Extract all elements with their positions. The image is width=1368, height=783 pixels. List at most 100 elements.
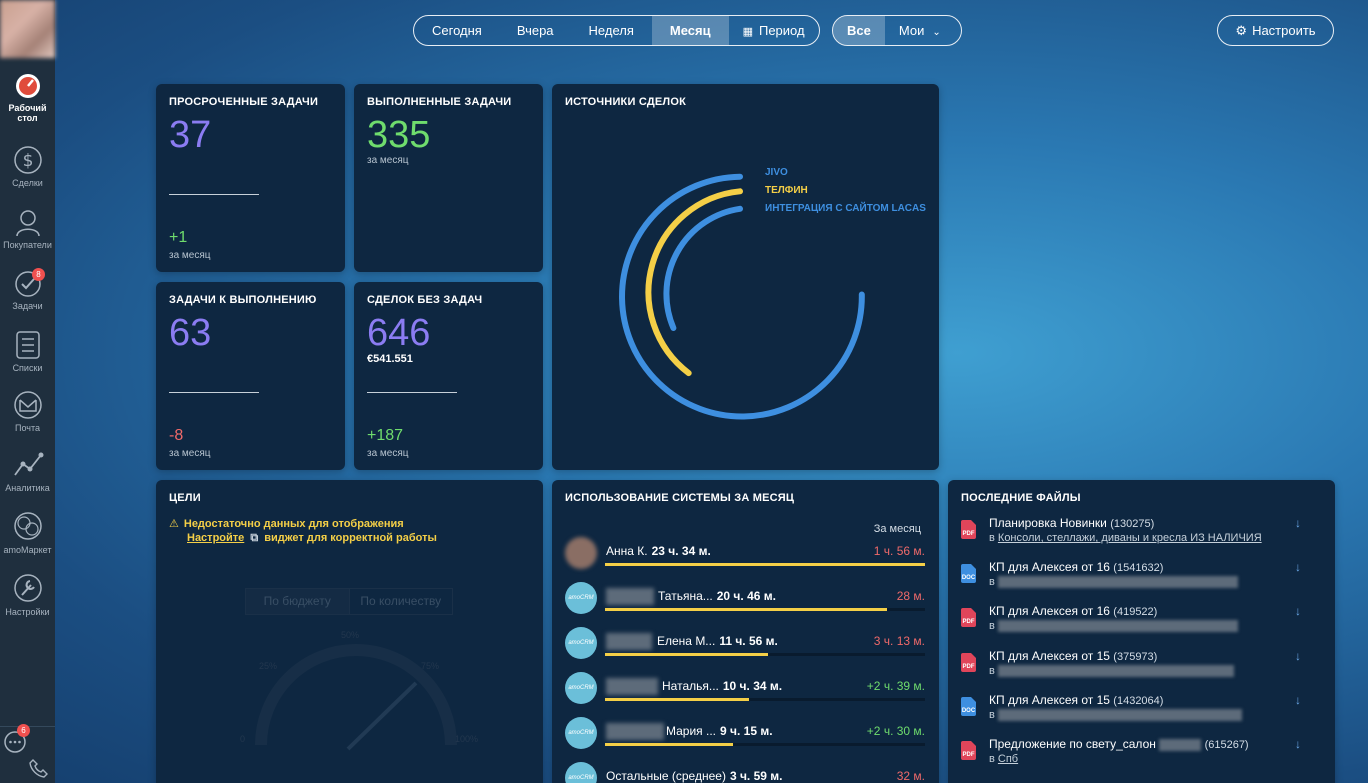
file-number: (1541632) (1113, 562, 1164, 574)
file-name[interactable]: КП для Алексея от 15 (375973) (989, 649, 1157, 663)
file-row[interactable]: PDF КП для Алексея от 15 (375973) в ↓ (961, 649, 1321, 689)
file-name[interactable]: Предложение по свету_салон (615267) (989, 737, 1249, 751)
user-diff: +2 ч. 30 м. (866, 724, 925, 738)
download-icon[interactable]: ↓ (1295, 649, 1301, 663)
user-diff: 32 м. (896, 769, 925, 783)
file-number: (615267) (1204, 739, 1249, 751)
period-week[interactable]: Неделя (588, 23, 634, 38)
location-link[interactable]: Консоли, стеллажи, диваны и кресла ИЗ НА… (997, 532, 1262, 544)
filter-mine[interactable]: Мои ⌄ (885, 16, 951, 45)
filter-all[interactable]: Все (833, 16, 885, 45)
user-avatar: amoCRM (565, 672, 597, 704)
chat-badge: 6 (17, 724, 30, 737)
in-label: в (989, 576, 995, 588)
todo-tasks-card[interactable]: ЗАДАЧИ К ВЫПОЛНЕНИЮ 63 -8 за месяц (156, 282, 345, 470)
todo-value: 63 (169, 312, 212, 354)
source-arc-jivo (619, 173, 865, 420)
sidebar-item-label: Настройки (5, 607, 50, 617)
completed-tasks-card[interactable]: ВЫПОЛНЕННЫЕ ЗАДАЧИ 335 за месяц (354, 84, 543, 272)
sidebar-item-dashboard[interactable]: Рабочий стол (0, 72, 55, 123)
file-row[interactable]: DOC КП для Алексея от 15 (1432064) в ↓ (961, 693, 1321, 733)
file-row[interactable]: PDF Предложение по свету_салон (615267) … (961, 737, 1321, 777)
divider (367, 392, 457, 393)
user-name: Остальные (среднее) 3 ч. 59 м. (606, 769, 782, 783)
dashboard-icon (15, 74, 40, 98)
card-title: ПОСЛЕДНИЕ ФАЙЛЫ (961, 492, 1081, 504)
deal-sources-card[interactable]: ИСТОЧНИКИ СДЕЛОК JIVO ТЕЛФИН ИНТЕГРАЦИЯ … (552, 84, 939, 470)
card-title: ИСТОЧНИКИ СДЕЛОК (565, 96, 686, 108)
file-name[interactable]: КП для Алексея от 16 (1541632) (989, 560, 1163, 574)
period-custom[interactable]: ▦ Период (729, 16, 819, 45)
user-time: 9 ч. 15 м. (720, 724, 773, 738)
file-name-text: КП для Алексея от 15 (989, 649, 1110, 663)
sidebar-item-customers[interactable]: Покупатели (0, 207, 55, 250)
in-label: в (989, 665, 995, 677)
tab-by-budget[interactable]: По бюджету (246, 589, 350, 614)
sidebar-item-deals[interactable]: $ Сделки (0, 145, 55, 188)
system-usage-card[interactable]: ИСПОЛЬЗОВАНИЕ СИСТЕМЫ ЗА МЕСЯЦ За месяц … (552, 480, 939, 783)
file-number: (130275) (1110, 518, 1155, 530)
divider (169, 194, 259, 195)
redacted-location (997, 709, 1242, 722)
file-number: (1432064) (1113, 695, 1164, 707)
sidebar-item-lists[interactable]: Списки (0, 330, 55, 373)
period-yesterday[interactable]: Вчера (516, 23, 554, 38)
period-today[interactable]: Сегодня (432, 23, 482, 38)
in-label: в (989, 620, 995, 632)
overdue-tasks-card[interactable]: ПРОСРОЧЕННЫЕ ЗАДАЧИ 37 +1 за месяц (156, 84, 345, 272)
redacted-name (1159, 738, 1202, 751)
file-name[interactable]: КП для Алексея от 16 (419522) (989, 604, 1157, 618)
usage-row[interactable]: amoCRM Елена М... 11 ч. 56 м. 3 ч. 13 м. (565, 627, 925, 667)
download-icon[interactable]: ↓ (1295, 516, 1301, 530)
user-avatar: amoCRM (565, 582, 597, 614)
goals-card[interactable]: ЦЕЛИ ⚠ Недостаточно данных для отображени… (156, 480, 543, 783)
period-month[interactable]: Месяц (651, 16, 729, 45)
sidebar: Рабочий стол $ Сделки Покупатели Задачи … (0, 0, 55, 783)
location-link[interactable]: Спб (997, 753, 1019, 765)
sources-radial-chart (619, 173, 865, 420)
file-name[interactable]: Планировка Новинки (130275) (989, 516, 1154, 530)
recent-files-card[interactable]: ПОСЛЕДНИЕ ФАЙЛЫ PDF Планировка Новинки (… (948, 480, 1335, 783)
pdf-file-icon: PDF (961, 608, 976, 627)
sidebar-item-tasks[interactable]: Задачи 8 (0, 268, 55, 311)
customize-button[interactable]: ⚙ Настроить (1217, 15, 1334, 46)
gauge-label-100: 100% (455, 734, 479, 744)
deals-without-tasks-card[interactable]: СДЕЛОК БЕЗ ЗАДАЧ 646 €541.551 +187 за ме… (354, 282, 543, 470)
usage-row[interactable]: amoCRM Мария ... 9 ч. 15 м. +2 ч. 30 м. (565, 717, 925, 757)
usage-row[interactable]: amoCRM Остальные (среднее) 3 ч. 59 м. 32 … (565, 762, 925, 783)
card-title: ИСПОЛЬЗОВАНИЕ СИСТЕМЫ ЗА МЕСЯЦ (565, 492, 795, 504)
owner-filter: Все Мои ⌄ (832, 15, 962, 46)
chevron-down-icon: ⌄ (932, 27, 941, 38)
pdf-file-icon: PDF (961, 653, 976, 672)
user-diff: 1 ч. 56 м. (873, 544, 925, 558)
usage-row[interactable]: amoCRM Наталья... 10 ч. 34 м. +2 ч. 39 м. (565, 672, 925, 712)
file-name[interactable]: КП для Алексея от 15 (1432064) (989, 693, 1163, 707)
tab-by-count[interactable]: По количеству (360, 594, 442, 608)
download-icon[interactable]: ↓ (1295, 693, 1301, 707)
gauge-label-25: 25% (259, 661, 278, 671)
download-icon[interactable]: ↓ (1295, 560, 1301, 574)
sidebar-item-settings[interactable]: Настройки (0, 572, 55, 617)
file-row[interactable]: PDF Планировка Новинки (130275) в Консол… (961, 516, 1321, 556)
doc-file-icon: DOC (961, 564, 976, 583)
sidebar-item-analytics[interactable]: Аналитика (0, 450, 55, 493)
file-row[interactable]: PDF КП для Алексея от 16 (419522) в ↓ (961, 604, 1321, 644)
file-row[interactable]: DOC КП для Алексея от 16 (1541632) в ↓ (961, 560, 1321, 600)
usage-row[interactable]: amoCRM Татьяна... 20 ч. 46 м. 28 м. (565, 582, 925, 622)
phone-button[interactable] (28, 757, 50, 783)
sidebar-item-mail[interactable]: Почта (0, 390, 55, 433)
doc-file-icon: DOC (961, 697, 976, 716)
sidebar-item-market[interactable]: amoМаркет (0, 510, 55, 555)
configure-link[interactable]: Настройте (187, 532, 245, 544)
file-location: в Консоли, стеллажи, диваны и кресла ИЗ … (989, 532, 1262, 544)
in-label: в (989, 753, 995, 765)
goals-warning-line2: Настройте ⧉ виджет для корректной работы (187, 532, 437, 545)
download-icon[interactable]: ↓ (1295, 737, 1301, 751)
user-name-text: Татьяна... (658, 589, 713, 603)
usage-row[interactable]: Анна К. 23 ч. 34 м. 1 ч. 56 м. (565, 537, 925, 577)
customers-icon (15, 210, 40, 237)
user-avatar: amoCRM (565, 627, 597, 659)
user-avatar[interactable] (0, 0, 55, 58)
chat-button[interactable]: 6 (3, 724, 30, 759)
download-icon[interactable]: ↓ (1295, 604, 1301, 618)
